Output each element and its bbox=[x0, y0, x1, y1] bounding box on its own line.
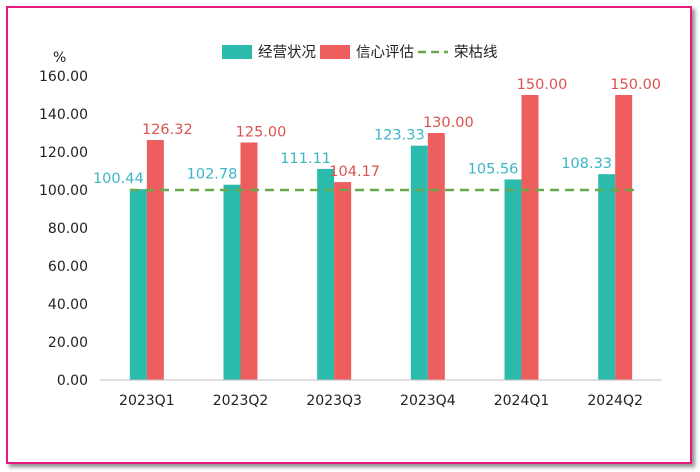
y-tick-label: 160.00 bbox=[39, 69, 88, 85]
y-tick-label: 0.00 bbox=[57, 373, 88, 389]
legend-label: 信心评估 bbox=[356, 44, 414, 61]
bar-信心评估 bbox=[615, 95, 633, 380]
data-label-series-2: 126.32 bbox=[142, 122, 193, 138]
data-label-series-1: 105.56 bbox=[468, 161, 519, 177]
bar-信心评估 bbox=[521, 95, 539, 380]
bar-信心评估 bbox=[146, 139, 164, 380]
bar-经营状况 bbox=[598, 174, 616, 380]
data-label-series-1: 108.33 bbox=[561, 156, 612, 172]
legend-swatch bbox=[222, 45, 252, 59]
bar-经营状况 bbox=[410, 145, 428, 380]
y-tick-label: 20.00 bbox=[48, 335, 88, 351]
y-tick-label: 120.00 bbox=[39, 145, 88, 161]
y-tick-label: 100.00 bbox=[39, 183, 88, 199]
data-label-series-2: 104.17 bbox=[329, 164, 380, 180]
y-tick-label: 40.00 bbox=[48, 297, 88, 313]
y-tick-label: 140.00 bbox=[39, 107, 88, 123]
y-tick-label: 80.00 bbox=[48, 221, 88, 237]
x-tick-label: 2023Q2 bbox=[213, 393, 269, 409]
bar-信心评估 bbox=[334, 182, 352, 380]
x-tick-label: 2024Q2 bbox=[587, 393, 643, 409]
bars bbox=[129, 95, 633, 380]
y-axis-unit: % bbox=[53, 50, 66, 66]
data-label-series-2: 150.00 bbox=[610, 77, 661, 93]
bar-经营状况 bbox=[129, 189, 147, 380]
data-label-series-2: 150.00 bbox=[517, 77, 568, 93]
data-label-series-2: 130.00 bbox=[423, 115, 474, 131]
y-axis-ticks: 0.00 20.00 40.00 60.00 80.00 100.00 120.00 140.… bbox=[39, 69, 88, 389]
bar-经营状况 bbox=[504, 179, 522, 380]
x-tick-label: 2023Q1 bbox=[119, 393, 175, 409]
bar-信心评估 bbox=[427, 133, 445, 380]
x-tick-label: 2024Q1 bbox=[494, 393, 550, 409]
bar-信心评估 bbox=[240, 142, 258, 380]
data-label-series-2: 125.00 bbox=[236, 125, 287, 141]
data-label-series-1: 102.78 bbox=[187, 167, 238, 183]
x-tick-label: 2023Q3 bbox=[306, 393, 362, 409]
y-tick-label: 60.00 bbox=[48, 259, 88, 275]
data-label-series-1: 111.11 bbox=[280, 151, 331, 167]
legend: 经营状况 信心评估 荣枯线 bbox=[222, 44, 498, 61]
bar-经营状况 bbox=[317, 168, 335, 380]
legend-swatch bbox=[320, 45, 350, 59]
bar-经营状况 bbox=[223, 184, 241, 380]
data-label-series-1: 123.33 bbox=[374, 128, 425, 144]
legend-label: 经营状况 bbox=[258, 44, 316, 61]
legend-label: 荣枯线 bbox=[454, 44, 498, 61]
x-tick-label: 2023Q4 bbox=[400, 393, 456, 409]
x-axis-ticks: 2023Q1 2023Q2 2023Q3 2023Q4 2024Q1 2024Q2 bbox=[119, 393, 643, 409]
data-label-series-1: 100.44 bbox=[93, 171, 144, 187]
